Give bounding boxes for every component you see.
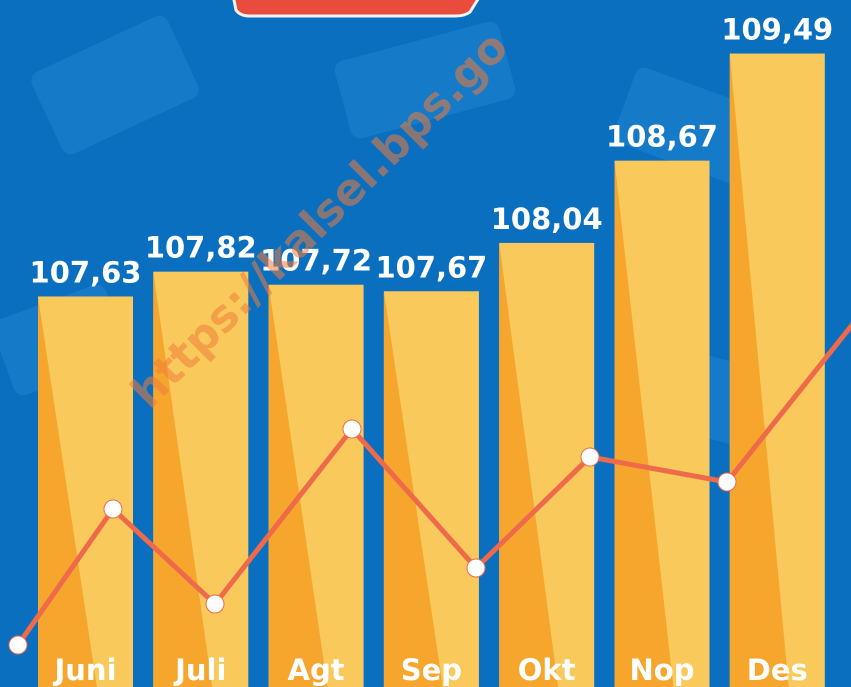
bar-shade	[38, 296, 97, 687]
category-label: Nop	[630, 653, 695, 687]
bar-shade	[383, 291, 443, 687]
value-label: 107,63	[30, 255, 142, 289]
category-label: Okt	[518, 653, 576, 687]
bar-shade	[268, 284, 328, 687]
category-label: Agt	[288, 653, 345, 687]
value-label: 108,67	[606, 120, 718, 154]
category-label: Sep	[401, 653, 462, 687]
trend-points	[8, 419, 737, 655]
category-label: Des	[747, 653, 808, 687]
bar-shade	[153, 271, 213, 687]
category-label: Juni	[52, 653, 116, 687]
value-label: 107,82	[145, 231, 257, 265]
value-label: 107,72	[260, 244, 372, 278]
bar-shade	[729, 53, 789, 687]
category-label: Juli	[173, 653, 226, 687]
value-label: 108,04	[491, 202, 603, 236]
trend-line	[15, 322, 851, 647]
value-label: 109,49	[721, 13, 833, 47]
bar-shade	[614, 160, 674, 687]
header-tab	[232, 0, 480, 18]
value-label: 107,67	[375, 250, 487, 284]
bar-shade	[499, 242, 559, 687]
